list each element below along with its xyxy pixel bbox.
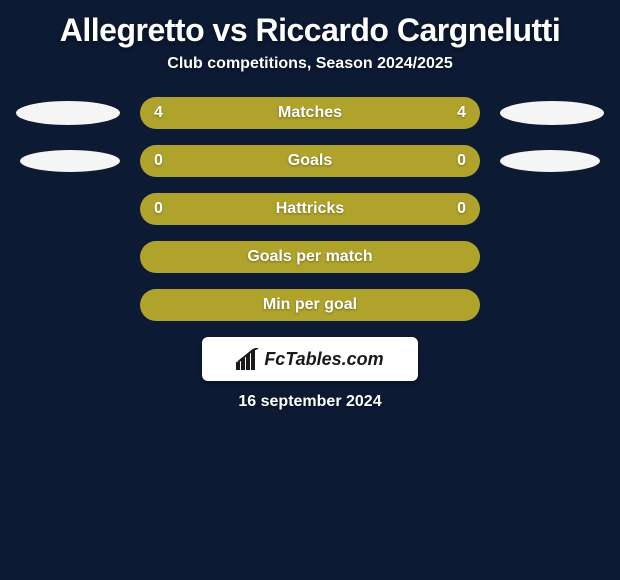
stat-label: Matches [163, 104, 457, 122]
stat-row: 0 Goals 0 [0, 145, 620, 177]
stat-right-value: 0 [457, 152, 466, 170]
fctables-logo: FcTables.com [202, 337, 418, 381]
stat-row: Min per goal [0, 289, 620, 321]
page-title: Allegretto vs Riccardo Cargnelutti [0, 0, 620, 55]
stat-left-value: 0 [154, 152, 163, 170]
chart-icon [236, 348, 260, 370]
stat-pill: 0 Hattricks 0 [140, 193, 480, 225]
stat-pill: 4 Matches 4 [140, 97, 480, 129]
stat-row: Goals per match [0, 241, 620, 273]
logo-text: FcTables.com [264, 349, 383, 370]
stat-row: 0 Hattricks 0 [0, 193, 620, 225]
stat-right-value: 0 [457, 200, 466, 218]
stat-label: Goals per match [154, 248, 466, 266]
stat-label: Min per goal [154, 296, 466, 314]
stat-pill: Goals per match [140, 241, 480, 273]
player-badge-right [500, 101, 604, 125]
player-badge-left [16, 101, 120, 125]
stat-left-value: 4 [154, 104, 163, 122]
stat-pill: Min per goal [140, 289, 480, 321]
stat-label: Goals [163, 152, 457, 170]
stat-left-value: 0 [154, 200, 163, 218]
stat-pill: 0 Goals 0 [140, 145, 480, 177]
page-subtitle: Club competitions, Season 2024/2025 [0, 55, 620, 73]
stat-label: Hattricks [163, 200, 457, 218]
player-badge-right [500, 150, 600, 172]
player-badge-left [20, 150, 120, 172]
stat-right-value: 4 [457, 104, 466, 122]
stat-row: 4 Matches 4 [0, 97, 620, 129]
generated-date: 16 september 2024 [0, 393, 620, 411]
